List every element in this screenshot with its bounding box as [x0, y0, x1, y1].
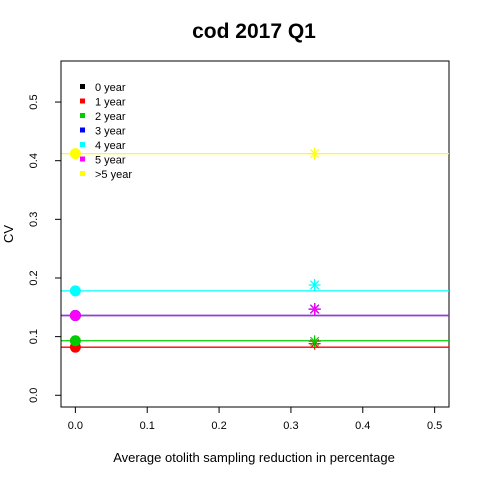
data-point — [308, 303, 321, 316]
legend-label: 2 year — [95, 111, 126, 123]
legend-swatch — [80, 171, 85, 176]
y-tick-label: 0.3 — [28, 212, 40, 227]
legend-swatch — [80, 113, 85, 118]
y-tick-label: 0.0 — [28, 388, 40, 403]
x-axis-title: Average otolith sampling reduction in pe… — [113, 450, 395, 465]
x-tick-label: 0.5 — [427, 420, 442, 432]
data-point — [69, 335, 81, 347]
x-axis: 0.0 0.1 0.2 0.3 0.4 0.5 — [68, 406, 442, 432]
legend: 0 year 1 year 2 year 3 year 4 year 5 year >5 y… — [80, 82, 132, 181]
legend-swatch — [80, 127, 85, 133]
legend-label: >5 year — [95, 169, 132, 181]
chart-title: cod 2017 Q1 — [192, 20, 316, 43]
y-axis-title: CV — [1, 225, 16, 243]
legend-swatch — [80, 142, 85, 147]
y-tick-label: 0.1 — [28, 329, 40, 344]
x-tick-label: 0.4 — [355, 420, 370, 432]
legend-swatch — [80, 156, 85, 162]
legend-swatch — [80, 84, 85, 89]
marker-group — [69, 147, 321, 353]
legend-label: 3 year — [95, 126, 126, 138]
legend-label: 4 year — [95, 140, 126, 152]
legend-label: 5 year — [95, 155, 126, 167]
y-axis: 0.0 0.1 0.2 0.3 0.4 0.5 — [28, 94, 62, 403]
data-point — [69, 285, 81, 297]
data-point — [308, 335, 321, 348]
x-tick-label: 0.2 — [211, 420, 226, 432]
y-tick-label: 0.2 — [28, 270, 40, 285]
legend-swatch — [80, 98, 85, 104]
x-tick-label: 0.3 — [283, 420, 298, 432]
x-tick-label: 0.0 — [68, 420, 83, 432]
data-point — [69, 148, 81, 160]
data-point — [69, 310, 81, 322]
legend-label: 0 year — [95, 82, 126, 94]
y-tick-label: 0.5 — [28, 94, 40, 109]
data-point — [308, 147, 321, 160]
legend-label: 1 year — [95, 97, 126, 109]
x-tick-label: 0.1 — [140, 420, 155, 432]
data-point — [308, 279, 321, 292]
baseline-group — [61, 153, 449, 348]
y-tick-label: 0.4 — [28, 153, 40, 168]
